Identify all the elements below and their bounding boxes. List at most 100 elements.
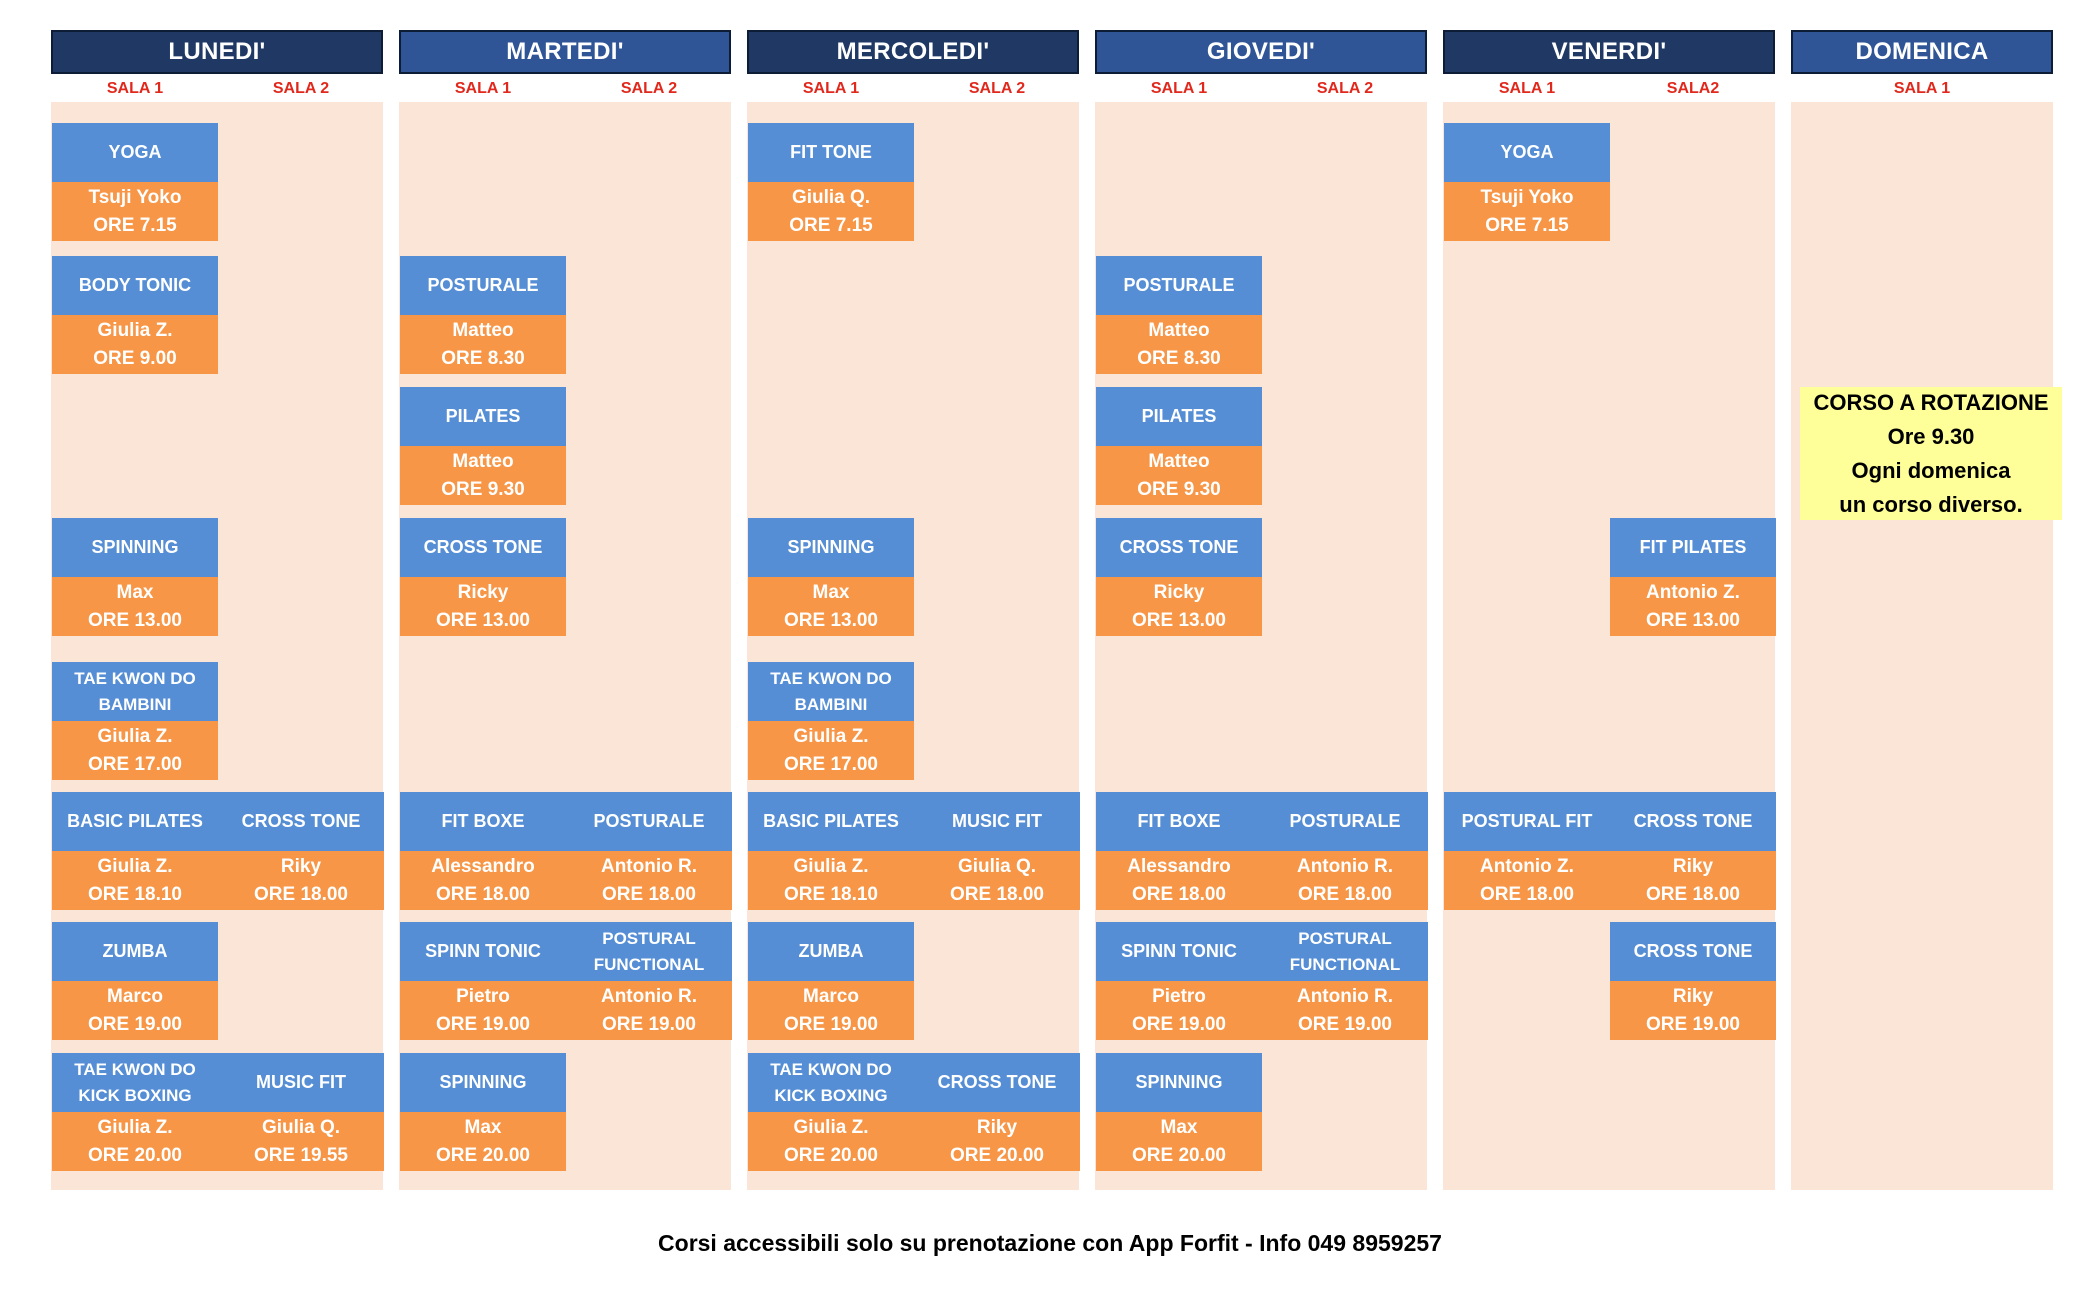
course-info: Giulia Z. ORE 17.00 bbox=[748, 721, 914, 780]
day-header-lunedi: LUNEDI' bbox=[51, 30, 383, 74]
course-teacher: Max bbox=[1160, 1116, 1198, 1138]
course-time: ORE 19.00 bbox=[784, 1013, 878, 1035]
course-block: PILATES Matteo ORE 9.30 bbox=[1096, 387, 1262, 505]
course-name: TAE KWON DO KICK BOXING bbox=[748, 1053, 914, 1112]
course-block: YOGA Tsuji Yoko ORE 7.15 bbox=[1444, 123, 1610, 241]
course-info: Alessandro ORE 18.00 bbox=[400, 851, 566, 910]
course-time: ORE 13.00 bbox=[1132, 609, 1226, 631]
course-block: ZUMBA Marco ORE 19.00 bbox=[52, 922, 218, 1040]
room-label: SALA 1 bbox=[1893, 80, 1951, 97]
course-block: POSTURAL FUNCTIONAL Antonio R. ORE 19.00 bbox=[1262, 922, 1428, 1040]
course-time: ORE 20.00 bbox=[1132, 1144, 1226, 1166]
course-time: ORE 19.00 bbox=[1646, 1013, 1740, 1035]
course-block: MUSIC FIT Giulia Q. ORE 18.00 bbox=[914, 792, 1080, 910]
course-info: Marco ORE 19.00 bbox=[748, 981, 914, 1040]
course-info: Antonio Z. ORE 18.00 bbox=[1444, 851, 1610, 910]
course-time: ORE 18.00 bbox=[1132, 883, 1226, 905]
course-block: BASIC PILATES Giulia Z. ORE 18.10 bbox=[748, 792, 914, 910]
course-name: FIT BOXE bbox=[400, 792, 566, 851]
course-info: Giulia Q. ORE 7.15 bbox=[748, 182, 914, 241]
course-teacher: Giulia Z. bbox=[97, 319, 173, 341]
course-info: Antonio R. ORE 18.00 bbox=[1262, 851, 1428, 910]
course-block: TAE KWON DO KICK BOXING Giulia Z. ORE 20.0… bbox=[748, 1053, 914, 1171]
course-teacher: Max bbox=[116, 581, 154, 603]
course-time: ORE 13.00 bbox=[436, 609, 530, 631]
course-block: CROSS TONE Riky ORE 20.00 bbox=[914, 1053, 1080, 1171]
course-block: CROSS TONE Riky ORE 18.00 bbox=[1610, 792, 1776, 910]
course-time: ORE 18.10 bbox=[784, 883, 878, 905]
course-block: MUSIC FIT Giulia Q. ORE 19.55 bbox=[218, 1053, 384, 1171]
course-teacher: Giulia Z. bbox=[793, 1116, 869, 1138]
course-info: Riky ORE 18.00 bbox=[218, 851, 384, 910]
course-teacher: Marco bbox=[803, 985, 859, 1007]
room-label: SALA 2 bbox=[272, 80, 330, 97]
course-teacher: Giulia Z. bbox=[97, 725, 173, 747]
course-teacher: Matteo bbox=[1148, 450, 1210, 472]
course-time: ORE 8.30 bbox=[441, 347, 525, 369]
course-time: ORE 20.00 bbox=[436, 1144, 530, 1166]
course-info: Giulia Z. ORE 9.00 bbox=[52, 315, 218, 374]
course-block: SPINN TONIC Pietro ORE 19.00 bbox=[400, 922, 566, 1040]
course-time: ORE 19.00 bbox=[602, 1013, 696, 1035]
course-info: Tsuji Yoko ORE 7.15 bbox=[1444, 182, 1610, 241]
course-teacher: Max bbox=[464, 1116, 502, 1138]
room-label: SALA 1 bbox=[106, 80, 164, 97]
course-time: ORE 18.00 bbox=[1298, 883, 1392, 905]
footer-note: Corsi accessibili solo su prenotazione c… bbox=[658, 1230, 1442, 1256]
course-info: Giulia Z. ORE 20.00 bbox=[748, 1112, 914, 1171]
course-info: Pietro ORE 19.00 bbox=[400, 981, 566, 1040]
room-label: SALA 2 bbox=[968, 80, 1026, 97]
course-time: ORE 7.15 bbox=[789, 214, 873, 236]
sunday-note-line: CORSO A ROTAZIONE bbox=[1813, 389, 2049, 415]
course-teacher: Alessandro bbox=[1127, 855, 1231, 877]
course-block: FIT PILATES Antonio Z. ORE 13.00 bbox=[1610, 518, 1776, 636]
course-name: TAE KWON DO KICK BOXING bbox=[52, 1053, 218, 1112]
course-time: ORE 20.00 bbox=[950, 1144, 1044, 1166]
course-info: Giulia Z. ORE 18.10 bbox=[748, 851, 914, 910]
course-name: FIT TONE bbox=[748, 123, 914, 182]
course-teacher: Giulia Z. bbox=[97, 855, 173, 877]
course-info: Matteo ORE 8.30 bbox=[1096, 315, 1262, 374]
course-name: CROSS TONE bbox=[1610, 922, 1776, 981]
course-name: POSTURAL FUNCTIONAL bbox=[1262, 922, 1428, 981]
course-block: PILATES Matteo ORE 9.30 bbox=[400, 387, 566, 505]
course-time: ORE 13.00 bbox=[88, 609, 182, 631]
course-name: SPINNING bbox=[400, 1053, 566, 1112]
course-block: CROSS TONE Riky ORE 18.00 bbox=[218, 792, 384, 910]
course-name: SPINNING bbox=[748, 518, 914, 577]
course-info: Matteo ORE 8.30 bbox=[400, 315, 566, 374]
course-block: TAE KWON DO KICK BOXING Giulia Z. ORE 20.0… bbox=[52, 1053, 218, 1171]
course-teacher: Antonio R. bbox=[600, 985, 698, 1007]
course-time: ORE 19.00 bbox=[88, 1013, 182, 1035]
course-info: Giulia Z. ORE 17.00 bbox=[52, 721, 218, 780]
course-teacher: Alessandro bbox=[431, 855, 535, 877]
course-name: YOGA bbox=[1444, 123, 1610, 182]
course-block: BASIC PILATES Giulia Z. ORE 18.10 bbox=[52, 792, 218, 910]
course-time: ORE 17.00 bbox=[784, 753, 878, 775]
course-info: Antonio R. ORE 19.00 bbox=[566, 981, 732, 1040]
course-teacher: Giulia Q. bbox=[791, 186, 871, 208]
course-name: POSTURALE bbox=[566, 792, 732, 851]
course-time: ORE 17.00 bbox=[88, 753, 182, 775]
course-teacher: Ricky bbox=[457, 581, 509, 603]
course-block: SPINN TONIC Pietro ORE 19.00 bbox=[1096, 922, 1262, 1040]
course-teacher: Marco bbox=[107, 985, 163, 1007]
course-info: Giulia Z. ORE 18.10 bbox=[52, 851, 218, 910]
day-header-mercoledi: MERCOLEDI' bbox=[747, 30, 1079, 74]
course-time: ORE 9.00 bbox=[93, 347, 177, 369]
course-info: Giulia Q. ORE 19.55 bbox=[218, 1112, 384, 1171]
course-info: Matteo ORE 9.30 bbox=[400, 446, 566, 505]
course-time: ORE 20.00 bbox=[88, 1144, 182, 1166]
course-name: PILATES bbox=[400, 387, 566, 446]
day-header-venerdi: VENERDI' bbox=[1443, 30, 1775, 74]
course-name: CROSS TONE bbox=[914, 1053, 1080, 1112]
course-teacher: Matteo bbox=[1148, 319, 1210, 341]
course-name: TAE KWON DO BAMBINI bbox=[748, 662, 914, 721]
course-name: POSTURAL FIT bbox=[1444, 792, 1610, 851]
course-teacher: Antonio Z. bbox=[1646, 581, 1740, 603]
course-time: ORE 19.00 bbox=[436, 1013, 530, 1035]
course-teacher: Giulia Z. bbox=[793, 855, 869, 877]
course-teacher: Pietro bbox=[1152, 985, 1206, 1007]
course-name: BASIC PILATES bbox=[748, 792, 914, 851]
course-name: FIT BOXE bbox=[1096, 792, 1262, 851]
